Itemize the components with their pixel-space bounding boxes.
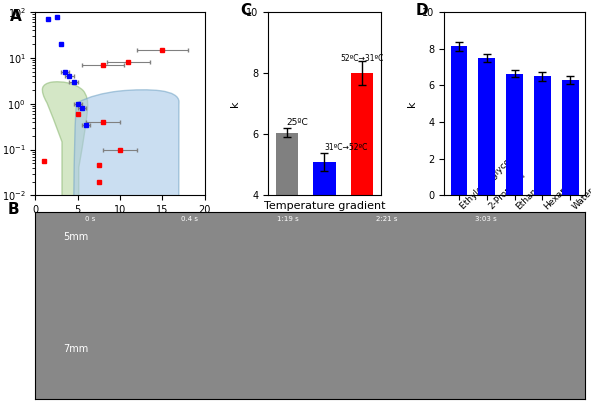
Text: B: B — [8, 202, 20, 217]
Bar — [450, 46, 467, 195]
Text: A: A — [10, 9, 22, 24]
Text: 2:21 s: 2:21 s — [376, 216, 398, 222]
X-axis label: L/R: L/R — [111, 221, 129, 231]
X-axis label: Liquids: Liquids — [495, 217, 534, 227]
Bar — [313, 162, 336, 317]
X-axis label: Temperature gradient: Temperature gradient — [264, 201, 385, 211]
Text: D: D — [416, 3, 428, 18]
Text: 1:19 s: 1:19 s — [277, 216, 299, 222]
Y-axis label: k: k — [230, 101, 241, 107]
Text: 0 s: 0 s — [85, 216, 96, 222]
Bar — [562, 80, 579, 195]
Text: 0.4 s: 0.4 s — [181, 216, 198, 222]
Bar — [275, 133, 298, 317]
Text: 3:03 s: 3:03 s — [475, 216, 497, 222]
Text: 52ºC→31ºC: 52ºC→31ºC — [340, 54, 384, 63]
Text: C: C — [240, 3, 251, 18]
Bar — [479, 58, 495, 195]
Text: 25ºC: 25ºC — [287, 118, 309, 127]
Bar — [350, 73, 374, 317]
Text: 31ºC→52ºC: 31ºC→52ºC — [324, 142, 368, 151]
Ellipse shape — [61, 90, 179, 407]
Bar — [534, 77, 551, 195]
Ellipse shape — [43, 82, 87, 407]
Bar — [506, 74, 523, 195]
Text: 7mm: 7mm — [63, 344, 88, 354]
Text: 5mm: 5mm — [63, 232, 88, 242]
Y-axis label: k: k — [407, 101, 417, 107]
